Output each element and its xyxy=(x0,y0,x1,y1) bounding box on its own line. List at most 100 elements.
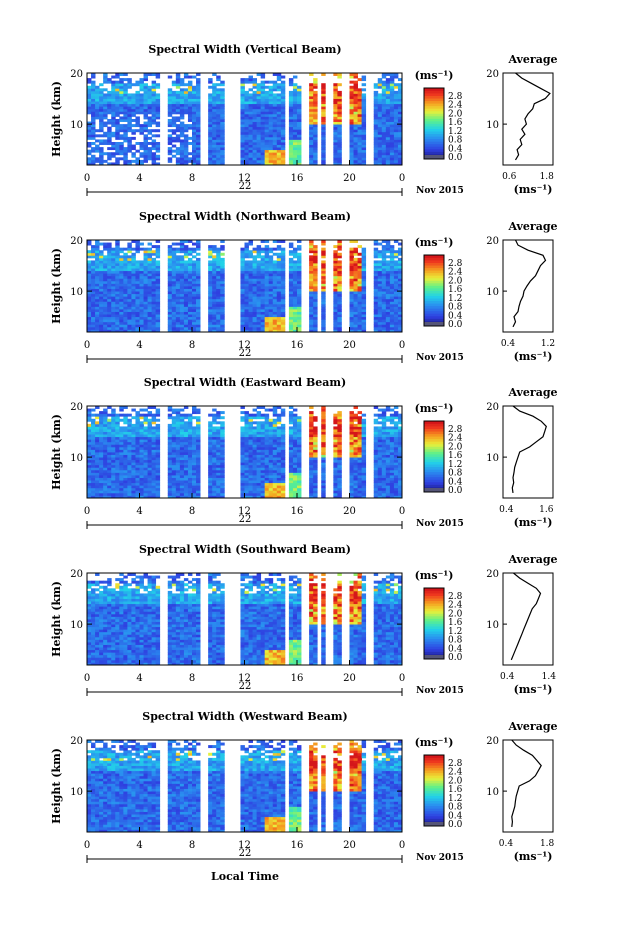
heatmap-cell xyxy=(337,311,342,315)
heatmap-cell xyxy=(252,268,258,272)
heatmap-cell xyxy=(139,467,144,471)
heatmap-cell xyxy=(297,116,302,120)
heatmap-cell xyxy=(216,119,221,122)
heatmap-cell xyxy=(276,286,282,289)
heatmap-cell xyxy=(268,93,274,97)
heatmap-cell xyxy=(268,121,274,125)
heatmap-cell xyxy=(151,139,157,143)
heatmap-cell xyxy=(297,283,302,287)
heatmap-cell xyxy=(107,452,112,455)
heatmap-cell xyxy=(179,283,185,287)
heatmap-cell xyxy=(123,78,128,82)
heatmap-cell xyxy=(313,314,318,318)
heatmap-cell xyxy=(135,411,140,415)
heatmap-cell xyxy=(131,472,136,476)
heatmap-cell xyxy=(107,449,112,453)
heatmap-cell xyxy=(337,136,342,140)
heatmap-cell xyxy=(377,78,383,82)
heatmap-cell xyxy=(151,487,157,491)
heatmap-cell xyxy=(107,467,112,471)
heatmap-cell xyxy=(192,316,197,320)
heatmap-cell xyxy=(353,293,358,297)
heatmap-cell xyxy=(147,301,153,305)
heatmap-cell xyxy=(260,326,266,330)
heatmap-cell xyxy=(179,126,185,130)
heatmap-cell xyxy=(276,144,282,148)
heatmap-cell xyxy=(179,439,185,443)
heatmap-cell xyxy=(95,431,100,435)
heatmap-cell xyxy=(212,431,217,435)
heatmap-cell xyxy=(131,459,136,463)
heatmap-cell xyxy=(123,319,128,323)
heatmap-cell xyxy=(309,93,314,97)
heatmap-cell xyxy=(276,116,282,120)
heatmap-cell xyxy=(143,136,148,140)
heatmap-cell xyxy=(155,429,161,432)
heatmap-cell xyxy=(292,147,298,151)
heatmap-cell xyxy=(119,452,124,455)
heatmap-cell xyxy=(353,270,358,274)
heatmap-cell xyxy=(151,147,157,151)
heatmap-cell xyxy=(377,162,383,166)
heatmap-cell xyxy=(208,260,213,264)
heatmap-cell xyxy=(288,288,294,292)
heatmap-cell xyxy=(183,306,189,310)
heatmap-cell xyxy=(397,288,403,292)
heatmap-cell xyxy=(167,119,173,122)
heatmap-cell xyxy=(196,475,201,478)
heatmap-cell xyxy=(87,124,92,128)
heatmap-cell xyxy=(240,257,245,261)
heatmap-cell xyxy=(192,431,197,435)
heatmap-cell xyxy=(208,324,213,328)
heatmap-cell xyxy=(240,250,245,254)
heatmap-cell xyxy=(208,121,213,125)
heatmap-cell xyxy=(139,265,144,269)
heatmap-cell xyxy=(381,286,387,289)
heatmap-cell xyxy=(309,257,314,261)
heatmap-cell xyxy=(393,263,399,266)
heatmap-cell xyxy=(143,73,148,76)
heatmap-cell xyxy=(143,416,148,420)
heatmap-cell xyxy=(179,250,185,254)
heatmap-cell xyxy=(361,108,367,112)
heatmap-cell xyxy=(220,469,225,473)
heatmap-cell xyxy=(119,446,124,450)
heatmap-cell xyxy=(220,247,225,251)
heatmap-cell xyxy=(337,90,342,94)
heatmap-cell xyxy=(297,131,302,135)
heatmap-cell xyxy=(256,255,262,259)
heatmap-cell xyxy=(95,319,100,323)
heatmap-cell xyxy=(292,301,298,305)
heatmap-cell xyxy=(135,162,140,166)
heatmap-cell xyxy=(103,280,108,284)
heatmap-cell xyxy=(333,98,338,102)
heatmap-cell xyxy=(256,83,262,87)
heatmap-cell xyxy=(276,283,282,287)
heatmap-cell xyxy=(196,480,201,484)
heatmap-cell xyxy=(131,278,136,282)
heatmap-cell xyxy=(139,408,144,412)
heatmap-cell xyxy=(244,242,249,246)
heatmap-cell xyxy=(280,291,286,295)
heatmap-cell xyxy=(179,495,185,499)
heatmap-cell xyxy=(220,96,225,99)
heatmap-cell xyxy=(220,162,225,166)
heatmap-cell xyxy=(385,321,391,325)
heatmap-cell xyxy=(192,103,197,107)
heatmap-cell xyxy=(397,283,403,287)
heatmap-cell xyxy=(349,329,354,333)
heatmap-cell xyxy=(135,324,140,328)
heatmap-cell xyxy=(151,250,157,254)
heatmap-cell xyxy=(103,475,108,478)
heatmap-cell xyxy=(353,134,358,138)
heatmap-cell xyxy=(147,321,153,325)
heatmap-cell xyxy=(212,152,217,156)
heatmap-cell xyxy=(192,490,197,494)
heatmap-cell xyxy=(139,423,144,427)
heatmap-cell xyxy=(313,96,318,99)
heatmap-cell xyxy=(107,454,112,458)
heatmap-cell xyxy=(212,319,217,323)
heatmap-cell xyxy=(333,144,338,148)
heatmap-cell xyxy=(361,255,367,259)
heatmap-cell xyxy=(187,319,193,323)
